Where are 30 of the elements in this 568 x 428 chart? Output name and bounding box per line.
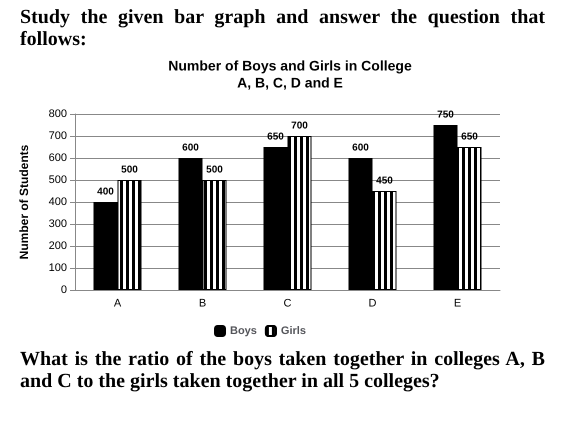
y-tick-label: 700 [48,130,67,142]
text: Study the given bar graph and answer the question that follows: [20,6,545,50]
data-label: 400 [97,186,114,198]
data-label: 600 [352,142,370,154]
y-tick-label: 200 [48,240,67,252]
y-tick-label: 600 [48,152,67,164]
x-tick-label: D [368,298,377,310]
data-label: 750 [437,110,454,120]
y-tick-label: 100 [48,262,67,274]
legend-label: Girls [280,325,306,337]
y-tick-label: 300 [48,218,67,230]
chart-title: Number of Boys and Girls in College A, B, C, D and E [168,58,412,90]
y-tick-label: 800 [48,108,67,120]
y-tick-label: 0 [60,284,67,296]
data-label: 650 [267,132,284,142]
data-label: 450 [376,176,394,186]
y-tick-label: 500 [48,174,67,186]
y-axis-title: Number of Students [17,144,31,260]
data-label: 650 [461,132,478,142]
x-tick-label: C [284,298,292,310]
text: What is the ratio of the boys taken together in colleges A, B and C to the girls taken together in all 5 colleges? [20,348,545,392]
y-tick-label: 400 [48,196,67,208]
x-tick-label: B [198,298,206,310]
x-tick-label: E [454,298,462,310]
data-label: 600 [182,142,200,154]
data-label: 500 [206,164,224,176]
data-label: 500 [121,164,138,176]
legend-label: Boys [230,325,257,337]
x-tick-label: A [114,298,122,310]
data-label: 700 [291,120,308,132]
